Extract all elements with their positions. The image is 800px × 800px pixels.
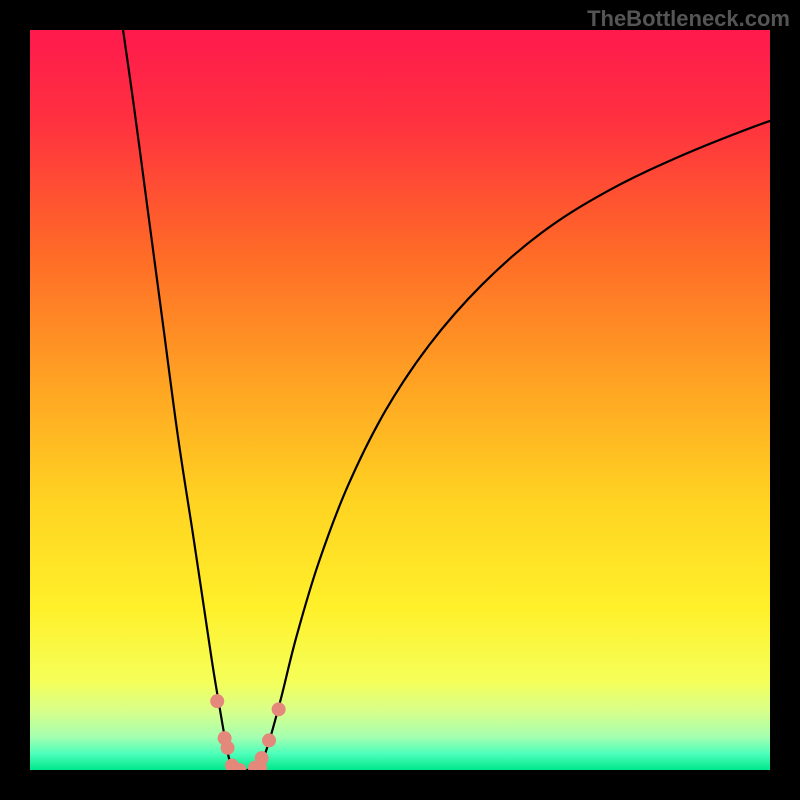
chart-frame: TheBottleneck.com (0, 0, 800, 800)
data-marker (272, 702, 286, 716)
data-marker (221, 741, 235, 755)
watermark-text: TheBottleneck.com (587, 6, 790, 32)
bottleneck-curve-chart (30, 30, 770, 770)
data-marker (255, 751, 269, 765)
data-marker (262, 733, 276, 747)
plot-area (30, 30, 770, 770)
data-marker (210, 694, 224, 708)
gradient-background (30, 30, 770, 770)
